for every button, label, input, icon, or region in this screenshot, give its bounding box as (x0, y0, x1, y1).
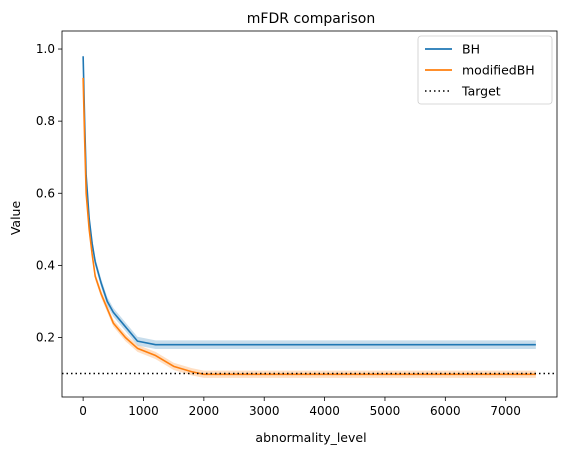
y-tick-label: 0.2 (36, 331, 55, 345)
plot-frame (61, 30, 558, 398)
y-tick-label: 0.6 (36, 186, 55, 200)
plot-area (62, 51, 557, 378)
chart-title: mFDR comparison (247, 11, 375, 27)
x-tick-label: 3000 (249, 404, 280, 418)
x-tick-label: 7000 (490, 404, 521, 418)
legend: BH modifiedBH Target (417, 35, 553, 105)
legend-box (417, 35, 553, 105)
x-tick-label: 1000 (128, 404, 159, 418)
x-tick-label: 5000 (370, 404, 401, 418)
x-tick-label: 0 (79, 404, 87, 418)
plot-content (62, 51, 557, 378)
x-tick-label: 6000 (430, 404, 461, 418)
legend-label-Target: Target (461, 84, 501, 99)
band-modifiedBH (83, 74, 536, 378)
y-tick-label: 1.0 (36, 42, 55, 56)
x-tick-label: 2000 (189, 404, 220, 418)
axes: 0 1000 2000 3000 4000 5000 6000 7000 0.2 0.4 0.6 0.… (36, 30, 558, 418)
legend-label-modifiedBH: modifiedBH (462, 63, 535, 78)
y-axis-label: Value (8, 201, 23, 236)
y-tick-label: 0.4 (36, 258, 55, 272)
legend-label-BH: BH (462, 42, 480, 57)
series-line-modifiedBH (82, 77, 536, 376)
x-axis-label: abnormality_level (255, 430, 366, 445)
series-line-BH (82, 56, 536, 346)
x-tick-label: 4000 (309, 404, 340, 418)
y-tick-label: 0.8 (36, 114, 55, 128)
